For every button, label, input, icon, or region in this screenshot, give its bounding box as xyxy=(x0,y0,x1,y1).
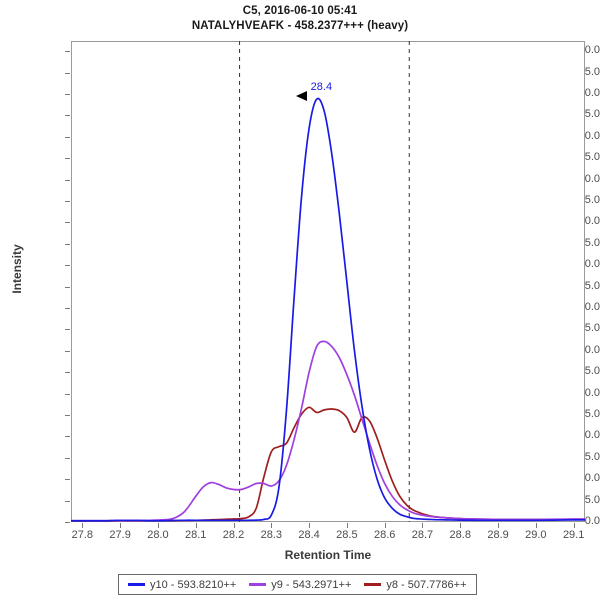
x-tick-label: 28.0 xyxy=(147,529,169,541)
x-tick-label: 28.3 xyxy=(260,529,282,541)
y-tick-mark xyxy=(65,265,70,267)
x-axis-title: Retention Time xyxy=(284,548,372,562)
peak-apex-marker-icon xyxy=(295,91,307,102)
x-tick-mark xyxy=(271,523,273,528)
legend-item-y9[interactable]: y9 - 543.2971++ xyxy=(249,579,351,591)
chart-legend[interactable]: y10 - 593.8210++ y9 - 543.2971++ y8 - 507.… xyxy=(118,574,477,595)
y-tick-mark xyxy=(65,201,70,203)
plot-traces xyxy=(71,41,585,522)
legend-label: y10 - 593.8210++ xyxy=(150,578,237,591)
y-tick-mark xyxy=(65,136,70,138)
x-tick-label: 27.9 xyxy=(109,529,131,541)
y-tick-mark xyxy=(65,222,70,224)
x-tick-mark xyxy=(346,523,348,528)
y-tick-mark xyxy=(65,179,70,181)
x-tick-mark xyxy=(157,523,159,528)
x-tick-mark xyxy=(82,523,84,528)
x-tick-label: 28.6 xyxy=(373,529,396,541)
x-tick-mark xyxy=(120,523,122,528)
y-tick-mark xyxy=(65,479,70,481)
legend-label: y8 - 507.7786++ xyxy=(386,578,467,591)
x-tick-label: 28.9 xyxy=(487,529,509,541)
x-tick-mark xyxy=(195,523,197,528)
legend-color-swatch xyxy=(128,583,145,586)
trace-y9 xyxy=(71,340,585,522)
x-tick-label: 28.4 xyxy=(298,529,320,541)
x-tick-mark xyxy=(535,523,537,528)
y-tick-mark xyxy=(65,308,70,310)
plot-area xyxy=(71,41,585,522)
legend-color-swatch xyxy=(249,583,267,586)
legend-item-y8[interactable]: y8 - 507.7786++ xyxy=(364,578,467,591)
x-tick-label: 29.0 xyxy=(525,529,547,541)
trace-y10 xyxy=(71,97,585,522)
x-tick-mark xyxy=(384,523,386,528)
y-tick-mark xyxy=(65,72,70,74)
legend-label: y9 - 543.2971++ xyxy=(271,578,352,591)
peak-apex-label: 28.4 xyxy=(310,81,333,94)
x-tick-label: 28.5 xyxy=(336,529,358,541)
y-tick-mark xyxy=(65,415,70,417)
y-tick-mark xyxy=(65,286,70,288)
x-tick-label: 28.7 xyxy=(411,529,434,541)
chart-title-line-1: C5, 2016-06-10 05:41 xyxy=(242,5,358,17)
y-tick-mark xyxy=(65,372,70,374)
y-tick-mark xyxy=(65,94,70,96)
legend-color-swatch xyxy=(364,583,382,586)
x-tick-label: 28.1 xyxy=(185,529,207,541)
y-tick-mark xyxy=(65,393,70,395)
x-tick-mark xyxy=(422,523,424,528)
x-tick-mark xyxy=(573,523,575,528)
y-tick-label: 0.0 xyxy=(584,515,600,527)
x-tick-label: 28.2 xyxy=(222,529,245,541)
y-tick-mark xyxy=(65,522,70,523)
y-tick-mark xyxy=(65,243,70,245)
legend-item-y10[interactable]: y10 - 593.8210++ xyxy=(128,579,236,591)
chart-title-line-2: NATALYHVEAFK - 458.2377+++ (heavy) xyxy=(191,20,409,32)
y-tick-mark xyxy=(65,457,70,459)
x-tick-label: 28.8 xyxy=(449,529,471,541)
y-tick-mark xyxy=(65,329,70,331)
y-tick-mark xyxy=(65,350,70,352)
x-tick-mark xyxy=(309,523,311,528)
x-tick-mark xyxy=(233,523,235,528)
y-tick-mark xyxy=(65,115,70,117)
trace-y8 xyxy=(71,406,585,522)
y-tick-mark xyxy=(65,500,70,502)
chart-title: C5, 2016-06-10 05:41 NATALYHVEAFK - 458.… xyxy=(0,4,600,34)
x-tick-mark xyxy=(498,523,500,528)
y-tick-mark xyxy=(65,158,70,160)
y-tick-mark xyxy=(65,51,70,53)
x-tick-label: 29.1 xyxy=(562,529,585,541)
x-tick-label: 27.8 xyxy=(71,529,94,541)
y-axis-title: Intensity xyxy=(10,244,24,294)
y-tick-mark xyxy=(65,436,70,438)
x-tick-mark xyxy=(460,523,462,528)
